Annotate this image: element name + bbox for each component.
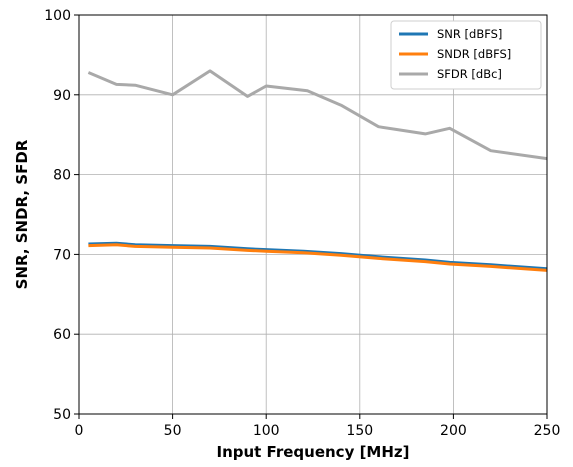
legend: SNR [dBFS] SNDR [dBFS] SFDR [dBc] [390, 20, 542, 90]
legend-label: SNDR [dBFS] [437, 47, 511, 61]
x-axis-title: Input Frequency [MHz] [216, 443, 409, 461]
y-tick-label: 70 [53, 247, 71, 263]
series-line [87, 69, 548, 161]
y-tick-label: 80 [53, 168, 71, 184]
y-axis-title: SNR, SNDR, SFDR [13, 139, 31, 289]
y-tick-label: 50 [53, 407, 71, 423]
x-tick-label: 150 [346, 423, 373, 439]
plot-area-frame [78, 14, 548, 415]
x-tick-label: 0 [75, 423, 84, 439]
legend-label: SFDR [dBc] [437, 67, 502, 81]
series-line [88, 241, 548, 271]
x-tick-label: 250 [534, 423, 561, 439]
x-tick-label: 200 [440, 423, 467, 439]
x-tick-label: 100 [253, 423, 280, 439]
legend-label: SNR [dBFS] [437, 27, 502, 41]
y-tick-label: 60 [53, 327, 71, 343]
series-line [88, 243, 548, 272]
y-tick-label: 100 [44, 8, 71, 24]
x-tick-label: 50 [164, 423, 182, 439]
y-tick-label: 90 [53, 88, 71, 104]
series-layer [87, 69, 548, 272]
legend-box [390, 20, 542, 90]
